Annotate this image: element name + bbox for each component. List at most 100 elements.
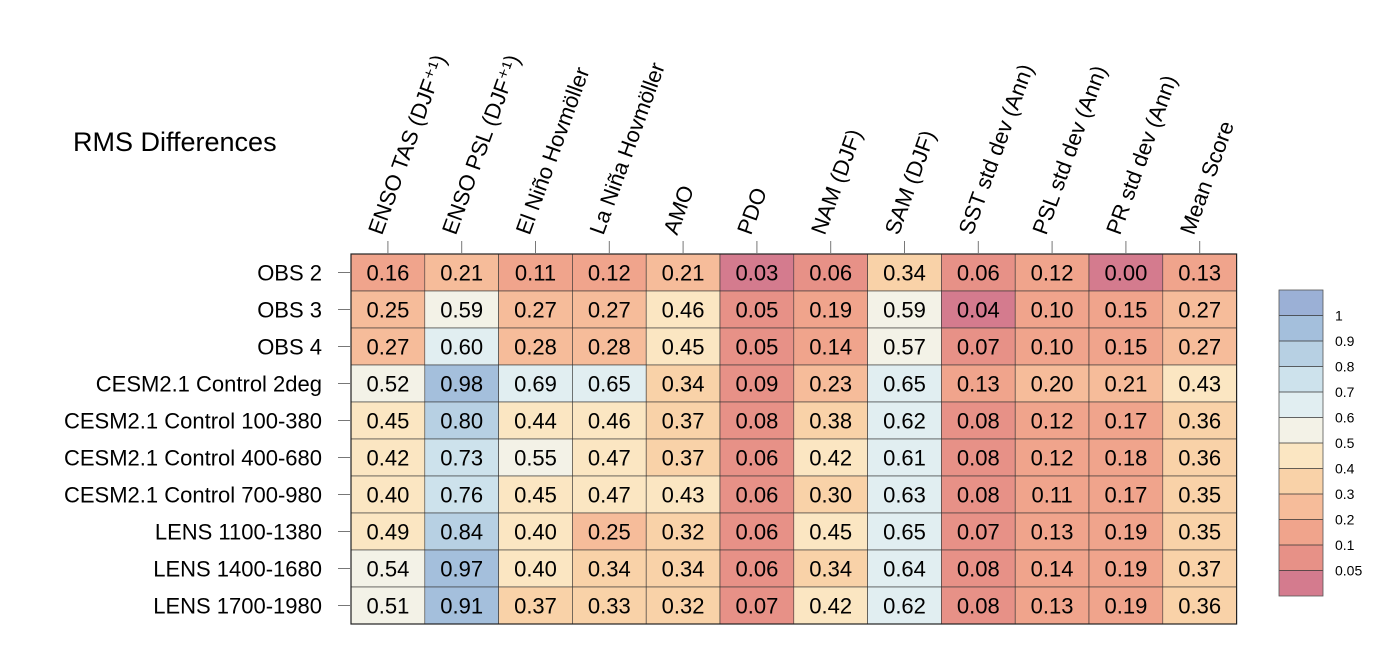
cell-value: 0.61	[883, 446, 926, 471]
cell-value: 0.14	[809, 335, 852, 360]
colorbar-label: 0.9	[1335, 333, 1355, 349]
cell-value: 0.13	[1031, 594, 1074, 619]
cell-value: 0.21	[440, 261, 483, 286]
cell-value: 0.13	[1178, 261, 1221, 286]
heatmap-cell	[498, 364, 573, 403]
heatmap-cell	[719, 290, 795, 329]
heatmap-cell	[941, 475, 1016, 514]
cell-value: 0.46	[588, 409, 631, 434]
heatmap-cell	[1014, 512, 1090, 551]
heatmap-cell	[498, 401, 573, 440]
heatmap-cell	[424, 512, 499, 551]
heatmap-cell	[572, 586, 647, 625]
cell-value: 0.12	[588, 261, 631, 286]
cell-value: 0.51	[366, 594, 409, 619]
colorbar-label: 0.2	[1335, 512, 1355, 528]
heatmap-cell	[1088, 586, 1164, 625]
cell-value: 0.36	[1178, 409, 1221, 434]
column-label: AMO	[658, 182, 699, 238]
cell-value: 0.14	[1031, 557, 1074, 582]
cell-value: 0.13	[957, 372, 1000, 397]
cell-value: 0.11	[515, 261, 556, 286]
heatmap-cell	[498, 586, 573, 625]
heatmap-cell	[867, 586, 942, 625]
heatmap-cell	[1162, 364, 1237, 403]
cell-value: 0.33	[588, 594, 631, 619]
cell-value: 0.06	[809, 261, 852, 286]
heatmap-cell	[1088, 327, 1164, 366]
cell-value: 0.43	[1178, 372, 1221, 397]
cell-value: 0.19	[809, 298, 852, 323]
colorbar-segment	[1279, 392, 1323, 418]
heatmap-cell	[719, 327, 795, 366]
cell-value: 0.57	[883, 335, 926, 360]
colorbar-label: 0.5	[1335, 435, 1355, 451]
colorbar-border	[1278, 289, 1324, 597]
colorbar-segment	[1279, 290, 1323, 316]
cell-value: 0.27	[588, 298, 631, 323]
colorbar: 1 0.9 0.8 0.7 0.6 0.5 0.4 0.3 0.2 0.1 0.05	[1278, 289, 1362, 597]
row-label: LENS 1400-1680	[153, 557, 322, 582]
heatmap-cell	[1162, 253, 1237, 292]
cell-value: 0.19	[1104, 520, 1147, 545]
column-label: Mean Score	[1175, 118, 1239, 238]
cell-value: 0.80	[440, 409, 483, 434]
heatmap-cell	[793, 512, 868, 551]
cell-value: 0.07	[735, 594, 778, 619]
cell-value: 0.37	[514, 594, 557, 619]
cell-value: 0.64	[883, 557, 926, 582]
row-labels: OBS 2 OBS 3 OBS 4 CESM2.1 Control 2deg CESM2…	[64, 261, 322, 619]
cell-value: 0.47	[588, 483, 631, 508]
heatmap-cell	[498, 438, 573, 477]
heatmap-cell	[424, 549, 499, 588]
heatmap-cell	[350, 327, 426, 366]
cell-value: 0.37	[662, 409, 705, 434]
cell-value: 0.06	[735, 483, 778, 508]
cell-value: 0.12	[1031, 261, 1074, 286]
colorbar-segment	[1279, 366, 1323, 392]
heatmap-cell	[719, 512, 795, 551]
heatmap-cell	[1088, 401, 1164, 440]
heatmap-cell	[1162, 512, 1237, 551]
cell-value: 0.42	[366, 446, 409, 471]
cell-value: 0.21	[662, 261, 705, 286]
cell-value: 0.40	[514, 520, 557, 545]
cell-value: 0.49	[366, 520, 409, 545]
heatmap-cell	[793, 586, 868, 625]
heatmap-cell	[867, 512, 942, 551]
colorbar-segment	[1279, 545, 1323, 571]
heatmap-cell	[350, 253, 426, 292]
colorbar-segment	[1279, 519, 1323, 545]
colorbar-label: 0.3	[1335, 486, 1355, 502]
heatmap-cell	[941, 438, 1016, 477]
heatmap-cell	[498, 290, 573, 329]
row-label: OBS 2	[257, 261, 322, 286]
colorbar-label: 0.8	[1335, 359, 1355, 375]
heatmap-cell	[498, 253, 573, 292]
heatmap-cell	[498, 512, 573, 551]
cell-value: 0.17	[1104, 409, 1147, 434]
column-ticks	[387, 241, 1201, 254]
cell-value: 0.05	[735, 298, 778, 323]
cell-value: 0.03	[735, 261, 778, 286]
cell-value: 0.84	[440, 520, 483, 545]
cell-value: 0.08	[957, 409, 1000, 434]
cell-value: 0.54	[366, 557, 409, 582]
cell-value: 0.27	[1178, 335, 1221, 360]
column-label: PDO	[732, 184, 772, 237]
cell-value: 0.32	[662, 520, 705, 545]
cell-value: 0.40	[366, 483, 409, 508]
cell-value: 0.35	[1178, 483, 1221, 508]
cell-value: 0.25	[366, 298, 409, 323]
heatmap-cell	[941, 253, 1016, 292]
heatmap-cell	[1014, 586, 1090, 625]
row-label: OBS 3	[257, 298, 322, 323]
cell-value: 0.44	[514, 409, 557, 434]
heatmap-cell	[350, 512, 426, 551]
heatmap-cell	[1014, 290, 1090, 329]
heatmap-cell	[793, 253, 868, 292]
row-label: LENS 1700-1980	[153, 594, 322, 619]
heatmap-cell	[1088, 290, 1164, 329]
cell-value: 0.59	[440, 298, 483, 323]
